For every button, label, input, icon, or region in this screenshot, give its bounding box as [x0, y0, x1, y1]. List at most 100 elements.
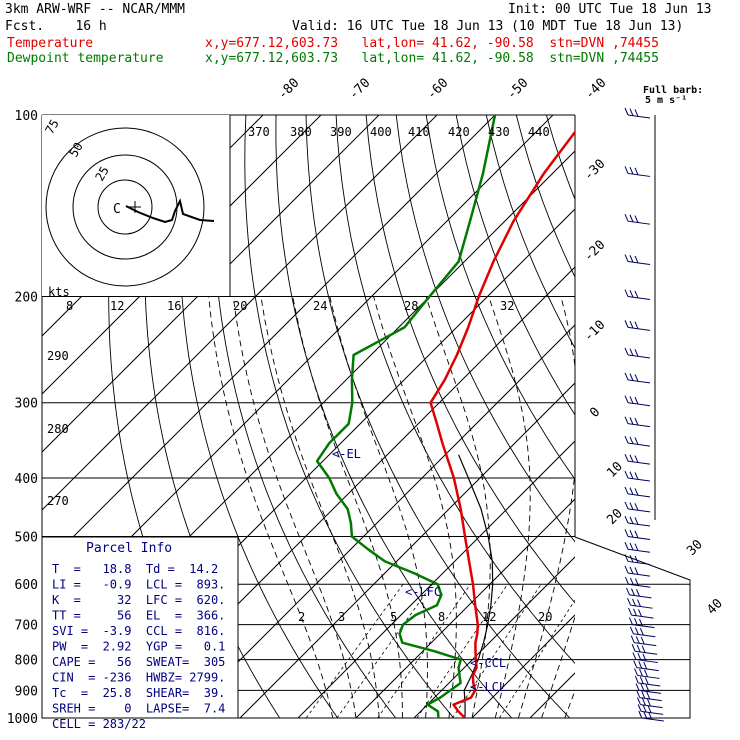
- wind-barb-flag: [634, 349, 639, 357]
- wind-barb-flag: [624, 529, 629, 537]
- wind-barb-flag: [629, 348, 634, 356]
- forecast-hour: Fcst. 16 h: [5, 19, 107, 34]
- wind-barb: [628, 607, 654, 619]
- wind-barb-flag: [628, 617, 633, 625]
- wind-barb-flag: [626, 587, 630, 596]
- wind-barb-flag: [645, 684, 650, 693]
- dry-adiabat: [697, 115, 740, 718]
- dry-adiabat: [212, 115, 397, 718]
- wind-barb: [630, 635, 657, 647]
- wind-barb: [624, 529, 651, 540]
- wind-barb: [624, 435, 651, 447]
- isotherm-line: [42, 115, 496, 569]
- theta-label: 270: [47, 494, 69, 508]
- wind-speed-axis-label: 8: [66, 299, 73, 313]
- barb-legend-units: 5 m s⁻¹: [645, 95, 688, 106]
- wind-barb-flag: [643, 711, 648, 719]
- wind-barb-flag: [624, 501, 629, 510]
- isotherm-line: [355, 498, 575, 718]
- wind-barb-flag: [631, 588, 635, 596]
- moist-adiabat: [541, 615, 575, 718]
- wind-barb-flag: [624, 416, 629, 424]
- wind-barb: [629, 626, 656, 638]
- parcel-info-row: K = 32 LFC = 620.: [52, 593, 225, 607]
- theta-label: 290: [47, 349, 69, 363]
- wind-barb-staff: [638, 682, 661, 687]
- wind-barb-flag: [637, 653, 642, 661]
- isotherm-label: -10: [581, 318, 608, 345]
- wind-barb-flag: [634, 396, 639, 405]
- isotherm-line: [529, 672, 575, 718]
- wind-barb-staff: [631, 614, 654, 619]
- wind-barb-flag: [624, 289, 629, 297]
- wind-barb-flag: [635, 683, 640, 691]
- isotherm-label: 10: [604, 459, 626, 481]
- wind-barb: [634, 668, 660, 679]
- wind-barb-staff: [632, 624, 655, 629]
- wind-barb: [624, 515, 651, 527]
- wind-barb-flag: [635, 636, 640, 644]
- dewpoint-legend: Dewpoint temperature: [7, 51, 164, 66]
- parcel-info-row: T = 18.8 Td = 14.2: [52, 562, 218, 576]
- parcel-info-row: Tc = 25.8 SHEAR= 39.: [52, 686, 225, 700]
- wind-barb-staff: [641, 710, 664, 715]
- valid-time: Valid: 16 UTC Tue 18 Jun 13 (10 MDT Tue …: [292, 19, 684, 34]
- mixing-ratio-label: 3: [338, 610, 345, 624]
- wind-barb-flag: [629, 487, 634, 495]
- mixing-ratio-line: [336, 583, 433, 718]
- wind-barb: [634, 675, 661, 687]
- wind-barb-flag: [624, 320, 629, 328]
- wind-barb-staff: [635, 659, 659, 664]
- wind-speed-axis-label: 28: [404, 299, 418, 313]
- wind-barb-flag: [629, 417, 634, 425]
- wind-barb-flag: [634, 578, 639, 586]
- wind-barb-flag: [634, 668, 639, 676]
- isotherm-line: [588, 115, 740, 718]
- theta-label: 420: [448, 125, 470, 139]
- wind-barb-flag: [629, 454, 634, 463]
- wind-barb-flag: [642, 704, 647, 713]
- wind-barb-flag: [624, 166, 629, 174]
- wind-barb-flag: [624, 213, 629, 222]
- wind-barb-flag: [629, 516, 634, 524]
- moist-adiabat: [329, 296, 428, 718]
- wind-barb-flag: [634, 437, 639, 445]
- wind-barb: [627, 597, 653, 609]
- parcel-level-marker: <-LFC: [405, 585, 441, 599]
- wind-speed-axis-label: kts: [48, 285, 70, 299]
- wind-barb: [624, 166, 651, 177]
- wind-barb-flag: [629, 290, 634, 298]
- wind-barb-flag: [634, 517, 639, 525]
- wind-barb-flag: [627, 597, 631, 606]
- isotherm-line: [646, 115, 740, 718]
- hodograph-ring: [97, 179, 153, 235]
- wind-barb-flag: [634, 215, 639, 223]
- wind-barb-flag: [624, 565, 629, 574]
- wind-barb-flag: [637, 704, 642, 712]
- pressure-tick-label: 1000: [7, 712, 38, 727]
- init-time: Init: 00 UTC Tue 18 Jun 13: [508, 2, 712, 17]
- parcel-info-panel: [41, 536, 239, 719]
- wind-barb-staff: [627, 114, 651, 119]
- isotherm-line: [704, 115, 740, 718]
- wind-barb-staff: [627, 560, 651, 565]
- hodograph-cell-marker: C: [113, 202, 121, 217]
- isotherm-line: [239, 382, 575, 718]
- wind-barb-flag: [638, 618, 643, 627]
- wind-barb: [636, 690, 662, 702]
- parcel-info-row: SVI = -3.9 CCL = 816.: [52, 624, 225, 638]
- wind-barb-staff: [627, 508, 651, 513]
- wind-barb-flag: [634, 503, 639, 511]
- dry-adiabat: [667, 115, 740, 718]
- wind-barb-staff: [627, 423, 651, 428]
- wind-barb-flag: [624, 347, 629, 356]
- wind-barb-staff: [627, 354, 651, 359]
- wind-barb-flag: [629, 373, 634, 381]
- wind-barb-staff: [627, 522, 651, 527]
- mixing-ratio-label: 8: [438, 610, 445, 624]
- parcel-info-row: CAPE = 56 SWEAT= 305: [52, 655, 225, 669]
- wind-barb-staff: [627, 535, 651, 540]
- wind-barb: [624, 486, 651, 498]
- dry-adiabat: [425, 115, 575, 481]
- wind-barb-flag: [630, 635, 635, 643]
